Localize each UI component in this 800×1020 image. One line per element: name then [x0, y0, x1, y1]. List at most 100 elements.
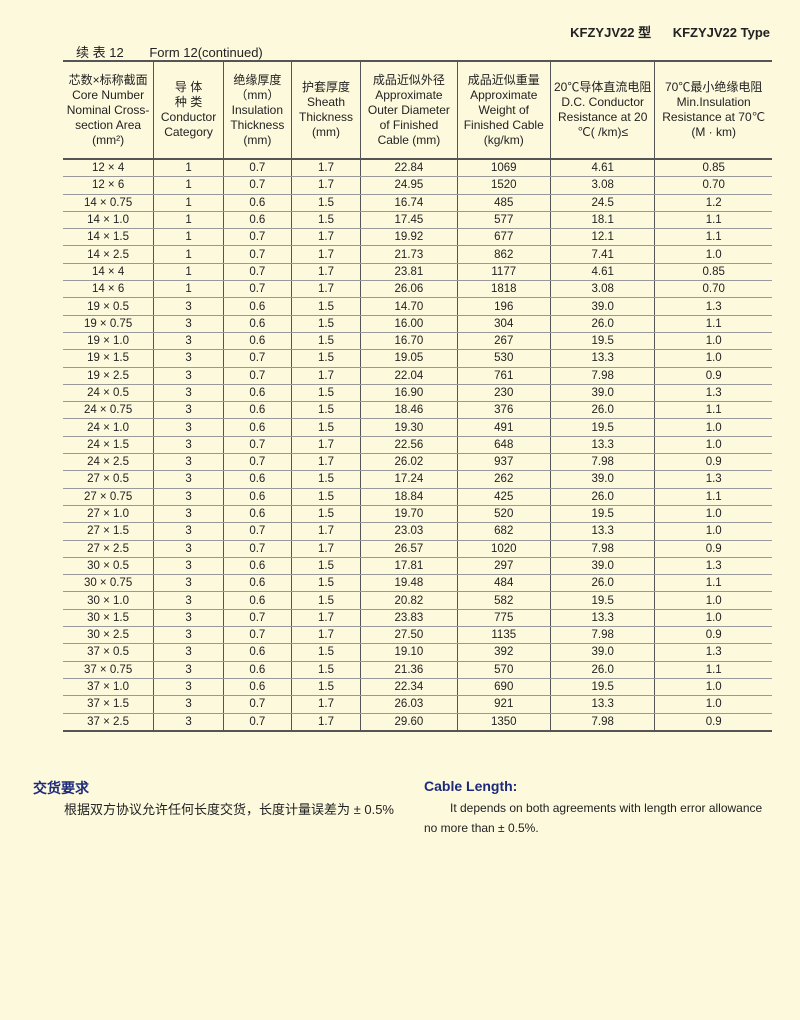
table-cell: 18.1 [549, 211, 655, 230]
table-cell: 690 [456, 678, 551, 697]
table-cell: 0.7 [222, 695, 292, 714]
table-cell: 16.00 [360, 315, 458, 333]
table-cell: 0.7 [222, 280, 292, 299]
table-row: 14 × 1.5 1 0.7 1.7 19.92 677 12.1 1.1 [63, 228, 772, 247]
table-cell: 19.10 [360, 643, 458, 662]
table-cell: 3 [153, 661, 224, 679]
table-cell: 921 [456, 695, 551, 714]
title-en: KFZYJV22 Type [672, 25, 770, 40]
table-cell: 26.57 [360, 540, 458, 558]
table-cell: 19.92 [360, 228, 458, 247]
table-cell: 3 [153, 297, 224, 316]
table-cell: 3 [153, 315, 224, 333]
table-cell: 425 [456, 488, 551, 506]
table-cell: 13.3 [549, 522, 655, 541]
table-cell: 19 × 2.5 [63, 367, 154, 385]
table-row: 24 × 1.5 3 0.7 1.7 22.56 648 13.3 1.0 [63, 436, 772, 455]
table-cell: 392 [456, 643, 551, 662]
table-cell: 520 [456, 505, 551, 524]
table-cell: 4.61 [549, 159, 655, 178]
table-cell: 7.41 [549, 245, 655, 264]
table-cell: 21.73 [360, 245, 458, 264]
table-cell: 19.05 [360, 349, 458, 368]
table-cell: 1520 [456, 176, 551, 195]
table-row: 27 × 0.5 3 0.6 1.5 17.24 262 39.0 1.3 [63, 470, 772, 489]
table-cell: 0.7 [222, 263, 292, 282]
table-cell: 0.7 [222, 367, 292, 385]
table-row: 37 × 0.5 3 0.6 1.5 19.10 392 39.0 1.3 [63, 643, 772, 662]
table-row: 19 × 0.75 3 0.6 1.5 16.00 304 26.0 1.1 [63, 315, 772, 333]
table-cell: 24 × 1.5 [63, 436, 154, 455]
table-cell: 1.1 [654, 488, 772, 506]
table-cell: 26.0 [549, 661, 655, 679]
table-cell: 39.0 [549, 384, 655, 403]
table-cell: 3 [153, 522, 224, 541]
table-cell: 1.1 [654, 574, 772, 593]
table-row: 14 × 1.0 1 0.6 1.5 17.45 577 18.1 1.1 [63, 211, 772, 230]
table-cell: 0.7 [222, 176, 292, 195]
table-cell: 1.5 [290, 488, 361, 506]
table-cell: 1.1 [654, 401, 772, 420]
table-cell: 0.7 [222, 609, 292, 628]
table-cell: 1.7 [290, 626, 361, 645]
table-body: 12 × 4 1 0.7 1.7 22.84 1069 4.61 0.85 12 × 6 1 0.7… [63, 159, 772, 732]
table-cell: 1.7 [290, 695, 361, 714]
table-row: 14 × 0.75 1 0.6 1.5 16.74 485 24.5 1.2 [63, 194, 772, 212]
table-cell: 0.7 [222, 522, 292, 541]
table-cell: 20.82 [360, 591, 458, 610]
table-cell: 0.7 [222, 228, 292, 247]
table-row: 27 × 0.75 3 0.6 1.5 18.84 425 26.0 1.1 [63, 488, 772, 506]
table-cell: 37 × 0.75 [63, 661, 154, 679]
table-cell: 27 × 1.5 [63, 522, 154, 541]
table-cell: 1.7 [290, 263, 361, 282]
table-cell: 19 × 0.75 [63, 315, 154, 333]
table-row: 19 × 1.5 3 0.7 1.5 19.05 530 13.3 1.0 [63, 349, 772, 368]
table-cell: 1.0 [654, 349, 772, 368]
table-cell: 0.70 [654, 280, 772, 299]
table-cell: 1.5 [290, 591, 361, 610]
table-row: 30 × 1.0 3 0.6 1.5 20.82 582 19.5 1.0 [63, 591, 772, 610]
table-cell: 1.5 [290, 211, 361, 230]
table-cell: 21.36 [360, 661, 458, 679]
table-cell: 1.5 [290, 401, 361, 420]
table-cell: 27 × 0.75 [63, 488, 154, 506]
table-cell: 4.61 [549, 263, 655, 282]
table-cell: 17.81 [360, 557, 458, 576]
table-cell: 13.3 [549, 695, 655, 714]
table-cell: 0.6 [222, 470, 292, 489]
delivery-heading-cn: 交货要求 [33, 780, 89, 796]
table-cell: 0.6 [222, 488, 292, 506]
table-cell: 1.7 [290, 609, 361, 628]
table-cell: 0.6 [222, 418, 292, 437]
table-cell: 14.70 [360, 297, 458, 316]
table-cell: 0.6 [222, 574, 292, 593]
table-row: 27 × 2.5 3 0.7 1.7 26.57 1020 7.98 0.9 [63, 540, 772, 558]
caption-en: Form 12(continued) [149, 45, 263, 60]
table-cell: 1.0 [654, 678, 772, 697]
table-cell: 14 × 1.0 [63, 211, 154, 230]
table-cell: 30 × 1.0 [63, 591, 154, 610]
table-cell: 491 [456, 418, 551, 437]
table-cell: 1 [153, 159, 224, 178]
table-cell: 1.3 [654, 557, 772, 576]
table-cell: 22.56 [360, 436, 458, 455]
table-cell: 17.45 [360, 211, 458, 230]
table-row: 37 × 2.5 3 0.7 1.7 29.60 1350 7.98 0.9 [63, 713, 772, 732]
table-cell: 1 [153, 280, 224, 299]
table-cell: 26.02 [360, 453, 458, 472]
table-cell: 485 [456, 194, 551, 212]
table-row: 12 × 6 1 0.7 1.7 24.95 1520 3.08 0.70 [63, 176, 772, 195]
table-cell: 0.7 [222, 349, 292, 368]
table-cell: 1 [153, 194, 224, 212]
table-cell: 39.0 [549, 643, 655, 662]
table-cell: 16.90 [360, 384, 458, 403]
table-cell: 19.5 [549, 332, 655, 351]
table-cell: 1.0 [654, 522, 772, 541]
table-cell: 3 [153, 678, 224, 697]
table-cell: 1.7 [290, 176, 361, 195]
table-row: 24 × 2.5 3 0.7 1.7 26.02 937 7.98 0.9 [63, 453, 772, 472]
table-cell: 26.0 [549, 315, 655, 333]
table-cell: 27 × 0.5 [63, 470, 154, 489]
cable-spec-table: 芯数×标称截面 Core Number Nominal Cross- secti… [63, 60, 772, 732]
